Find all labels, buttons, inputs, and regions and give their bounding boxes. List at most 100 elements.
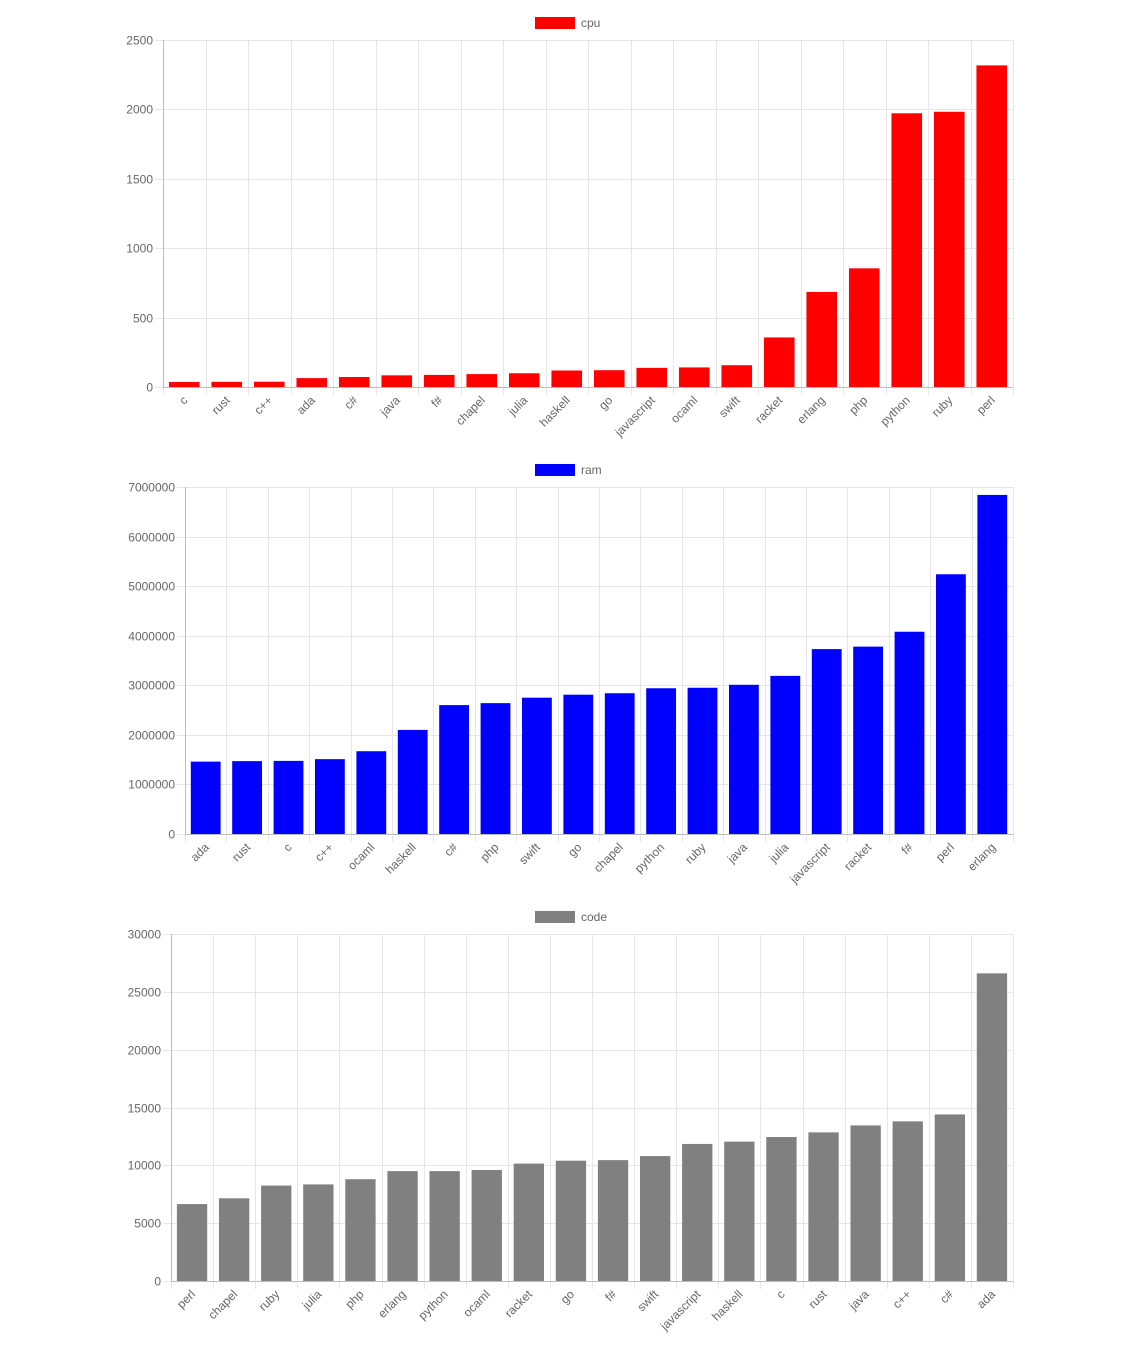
- ram-bar-f#: [894, 631, 925, 834]
- ram-x-tick-label: chapel: [591, 840, 626, 875]
- code-y-tick-label: 15000: [128, 1102, 162, 1116]
- ram-x-tick-label: c: [280, 840, 294, 854]
- code-y-tick-label: 0: [154, 1275, 161, 1289]
- code-x-tick-label: ocaml: [460, 1287, 493, 1320]
- cpu-bar-f#: [423, 374, 455, 387]
- cpu-bar-php: [848, 268, 880, 387]
- ram-bar-java: [729, 684, 759, 834]
- cpu-x-tick-label: go: [596, 393, 616, 413]
- ram-bar-perl: [936, 574, 966, 834]
- ram-x-tick-label: erlang: [965, 840, 998, 873]
- cpu-bar-chapel: [466, 374, 498, 387]
- cpu-bar-python: [891, 113, 923, 387]
- cpu-chart: 0 500 1000 1500 2000 2500 c rust c++ ada c# java f# c…: [0, 0, 1135, 447]
- code-x-tick-label: c#: [937, 1287, 956, 1306]
- code-y-tick-label: 5000: [134, 1217, 161, 1231]
- code-x-tick-label: go: [558, 1287, 578, 1307]
- code-legend-label[interactable]: code: [581, 910, 607, 924]
- cpu-bar-haskell: [551, 370, 583, 387]
- cpu-y-tick-label: 500: [133, 312, 153, 326]
- code-bar-erlang: [387, 1171, 418, 1281]
- cpu-x-tick-label: rust: [209, 393, 234, 418]
- code-bar-javascript: [682, 1143, 713, 1281]
- code-x-tick-label: erlang: [375, 1287, 408, 1320]
- code-bar-python: [429, 1171, 460, 1281]
- ram-bar-c: [273, 760, 304, 834]
- ram-x-tick-label: python: [632, 840, 667, 875]
- cpu-bar-perl: [976, 65, 1008, 388]
- cpu-x-tick-label: ada: [294, 393, 318, 417]
- cpu-x-tick-label: julia: [505, 393, 531, 419]
- code-x-tick-label: java: [846, 1287, 872, 1313]
- ram-chart-svg: 0 1000000 2000000 3000000 4000000 5000000 6000…: [128, 463, 1014, 887]
- cpu-x-tick-label: perl: [974, 393, 998, 417]
- code-x-tick-label: php: [343, 1287, 367, 1311]
- cpu-bar-racket: [763, 337, 795, 387]
- ram-legend-label[interactable]: ram: [581, 463, 602, 477]
- code-bar-c: [766, 1137, 797, 1281]
- ram-bar-ruby: [687, 687, 718, 834]
- ram-x-tick-label: php: [478, 840, 502, 864]
- cpu-x-tick-label: python: [877, 393, 912, 428]
- cpu-x-tick-label: haskell: [537, 393, 573, 429]
- ram-x-tick-label: c#: [441, 840, 460, 859]
- code-x-tick-label: c++: [890, 1287, 914, 1311]
- code-bar-f#: [597, 1160, 629, 1281]
- cpu-legend-label[interactable]: cpu: [581, 16, 600, 30]
- cpu-y-tick-label: 2500: [126, 34, 153, 48]
- ram-bar-erlang: [977, 494, 1008, 834]
- code-bar-chapel: [218, 1198, 250, 1281]
- code-y-tick-label: 10000: [128, 1159, 162, 1173]
- cpu-bar-ocaml: [678, 367, 710, 387]
- ram-chart: 0 1000000 2000000 3000000 4000000 5000000 6000…: [0, 447, 1135, 894]
- ram-x-tick-label: perl: [933, 840, 957, 864]
- code-x-tick-label: chapel: [205, 1287, 240, 1322]
- ram-bar-racket: [853, 646, 884, 834]
- cpu-x-tick-label: ruby: [929, 393, 955, 419]
- cpu-bar-c#: [338, 377, 370, 387]
- code-bar-c#: [934, 1114, 965, 1281]
- ram-bar-ada: [190, 761, 221, 834]
- ram-bar-haskell: [397, 729, 428, 834]
- ram-y-tick-label: 5000000: [128, 580, 175, 594]
- ram-x-tick-label: javascript: [786, 840, 833, 887]
- cpu-x-tick-label: swift: [716, 393, 743, 420]
- code-bar-perl: [176, 1204, 208, 1281]
- ram-legend-swatch[interactable]: [535, 464, 575, 476]
- ram-y-tick-label: 4000000: [128, 630, 175, 644]
- code-y-tick-label: 20000: [128, 1044, 162, 1058]
- code-bar-java: [850, 1125, 881, 1281]
- cpu-bar-julia: [508, 373, 540, 387]
- cpu-x-tick-label: c: [176, 393, 190, 407]
- cpu-chart-svg: 0 500 1000 1500 2000 2500 c rust c++ ada c# java f# c…: [126, 16, 1014, 440]
- cpu-y-tick-label: 1500: [126, 173, 153, 187]
- cpu-x-tick-label: java: [377, 393, 403, 419]
- cpu-x-tick-label: chapel: [453, 393, 488, 428]
- cpu-bar-rust: [211, 381, 243, 387]
- cpu-x-tick-label: f#: [428, 393, 445, 410]
- ram-y-tick-label: 3000000: [128, 679, 175, 693]
- ram-bar-javascript: [811, 649, 842, 834]
- code-bar-go: [555, 1160, 587, 1281]
- code-y-tick-label: 25000: [128, 986, 162, 1000]
- cpu-bar-c++: [253, 381, 285, 387]
- code-x-tick-label: c: [773, 1287, 787, 1301]
- ram-x-tick-label: f#: [899, 840, 916, 857]
- code-x-tick-label: haskell: [709, 1287, 745, 1323]
- ram-x-tick-label: ocaml: [345, 840, 378, 873]
- cpu-y-tick-label: 0: [146, 381, 153, 395]
- ram-x-tick-label: racket: [841, 840, 874, 873]
- ram-y-tick-label: 2000000: [128, 729, 175, 743]
- code-legend-swatch[interactable]: [535, 911, 575, 923]
- cpu-legend-swatch[interactable]: [535, 17, 575, 29]
- code-x-tick-label: rust: [806, 1287, 831, 1312]
- code-bar-php: [345, 1179, 376, 1281]
- code-x-tick-label: f#: [602, 1287, 619, 1304]
- code-bar-ocaml: [471, 1169, 502, 1281]
- cpu-bar-c: [168, 382, 200, 387]
- ram-x-tick-label: go: [565, 840, 585, 860]
- code-y-tick-label: 30000: [128, 928, 162, 942]
- ram-x-tick-label: swift: [516, 840, 543, 867]
- ram-x-tick-label: java: [724, 840, 750, 866]
- cpu-bar-go: [593, 370, 625, 387]
